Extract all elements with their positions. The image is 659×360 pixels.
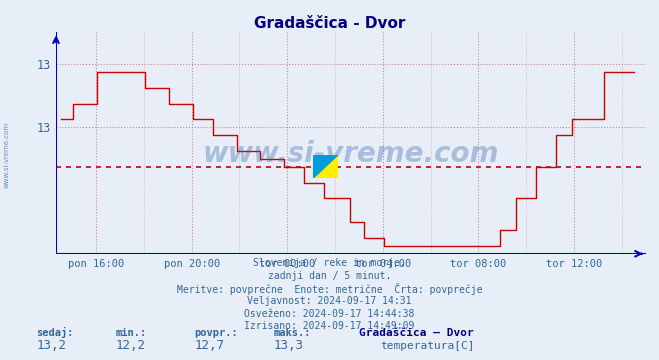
Text: Meritve: povprečne  Enote: metrične  Črta: povprečje: Meritve: povprečne Enote: metrične Črta:… [177,283,482,295]
Text: zadnji dan / 5 minut.: zadnji dan / 5 minut. [268,271,391,281]
Text: Gradaščica – Dvor: Gradaščica – Dvor [359,328,474,338]
Text: povpr.:: povpr.: [194,328,238,338]
Text: Gradaščica - Dvor: Gradaščica - Dvor [254,16,405,31]
Text: 12,7: 12,7 [194,339,225,352]
Text: Slovenija / reke in morje.: Slovenija / reke in morje. [253,258,406,268]
Text: Izrisano: 2024-09-17 14:49:09: Izrisano: 2024-09-17 14:49:09 [244,321,415,331]
Text: www.si-vreme.com: www.si-vreme.com [3,122,10,188]
Text: 12,2: 12,2 [115,339,146,352]
Polygon shape [313,155,338,178]
Polygon shape [313,155,338,178]
Text: maks.:: maks.: [273,328,311,338]
Text: temperatura[C]: temperatura[C] [380,341,474,351]
Text: 13,3: 13,3 [273,339,304,352]
Text: 13,2: 13,2 [36,339,67,352]
Text: Veljavnost: 2024-09-17 14:31: Veljavnost: 2024-09-17 14:31 [247,296,412,306]
Text: min.:: min.: [115,328,146,338]
Text: sedaj:: sedaj: [36,327,74,338]
Text: Osveženo: 2024-09-17 14:44:38: Osveženo: 2024-09-17 14:44:38 [244,309,415,319]
Text: www.si-vreme.com: www.si-vreme.com [203,140,499,168]
